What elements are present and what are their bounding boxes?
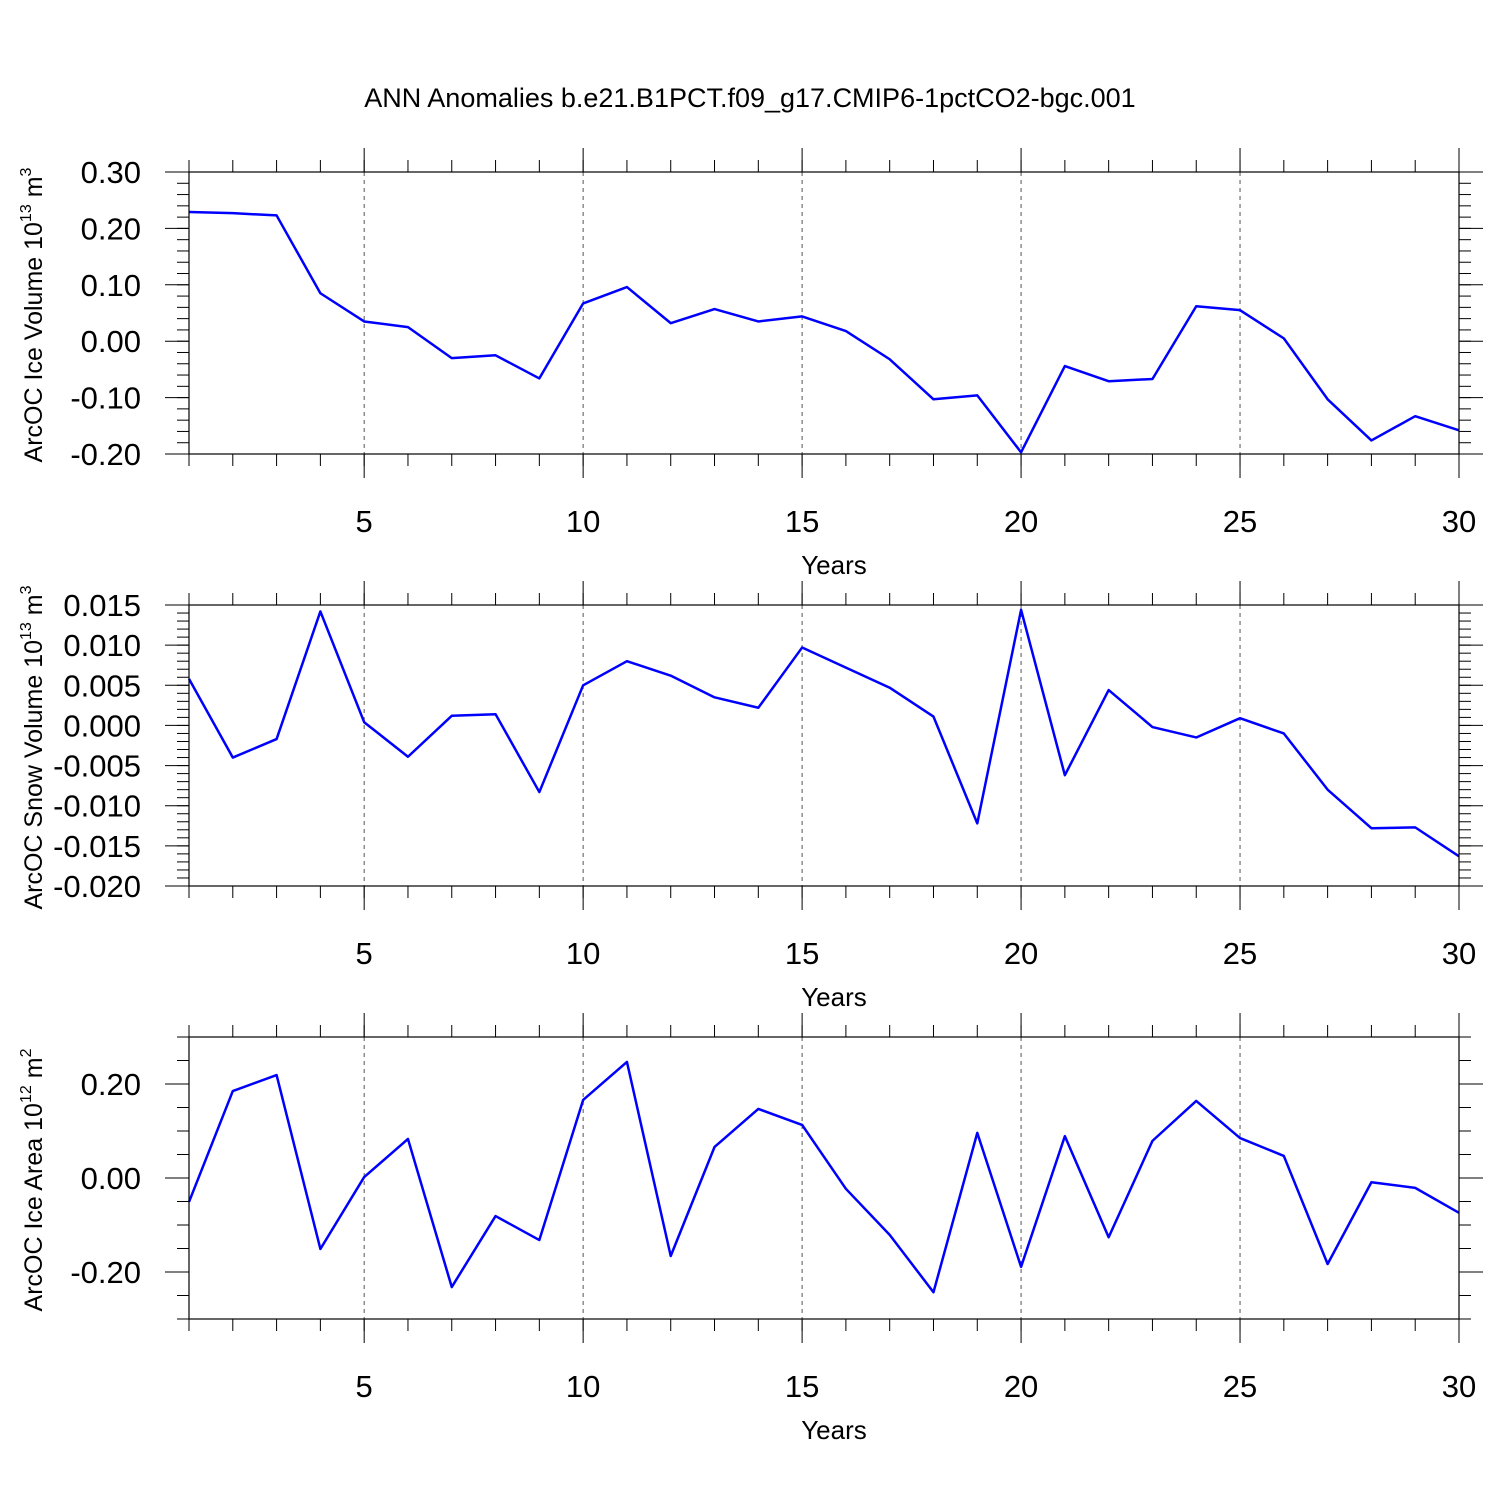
data-line [187, 1060, 1460, 1294]
y-axis-title-unit: m [20, 1057, 48, 1078]
x-tick-label: 25 [1223, 504, 1257, 539]
plot-frame [188, 171, 1460, 455]
y-axis-title: ArcOC Snow Volume 1013 m3 [18, 585, 48, 909]
y-tick-label: -0.20 [70, 437, 141, 472]
plot-frame [188, 1036, 1460, 1320]
y-tick-label: -0.10 [70, 381, 141, 416]
x-tick-label: 25 [1223, 936, 1257, 971]
y-tick-label: -0.015 [53, 829, 141, 864]
y-tick-label: 0.010 [63, 628, 141, 663]
y-axis-title-exponent: 13 [18, 622, 35, 640]
y-tick-label: -0.005 [53, 749, 141, 784]
y-tick-label: -0.020 [53, 869, 141, 904]
panel: 5 10 15 20 25 30 -0.20 0.00 0.20 Years ArcOC Ice A… [18, 1013, 1483, 1445]
x-tick-label: 30 [1442, 1369, 1476, 1404]
x-axis-title: Years [801, 550, 867, 580]
data-line [187, 608, 1460, 858]
x-tick-label: 30 [1442, 936, 1476, 971]
y-axis-title-unit-exponent: 3 [18, 167, 35, 176]
x-tick-label: 15 [785, 504, 819, 539]
x-axis-title: Years [801, 982, 867, 1012]
figure-title: ANN Anomalies b.e21.B1PCT.f09_g17.CMIP6-… [364, 83, 1135, 113]
y-tick-label: 0.30 [81, 155, 141, 190]
y-axis-title-text: ArcOC Ice Area 10 [20, 1103, 48, 1311]
x-tick-label: 10 [566, 1369, 600, 1404]
y-tick-label: 0.00 [81, 1161, 141, 1196]
x-tick-label: 5 [356, 1369, 373, 1404]
y-tick-label: 0.000 [63, 708, 141, 743]
x-tick-label: 10 [566, 936, 600, 971]
y-tick-label: 0.20 [81, 1067, 141, 1102]
y-tick-label: 0.015 [63, 588, 141, 623]
x-tick-label: 20 [1004, 936, 1038, 971]
y-tick-label: 0.00 [81, 324, 141, 359]
y-tick-label: -0.010 [53, 789, 141, 824]
y-axis-title-unit-exponent: 3 [18, 585, 35, 594]
panel: 5 10 15 20 25 30 -0.20 -0.10 0.00 0.10 0.20 0.30 Yea… [18, 148, 1483, 580]
data-line [188, 210, 1460, 454]
x-tick-label: 15 [785, 936, 819, 971]
y-axis-title-text: ArcOC Ice Volume 10 [20, 222, 48, 462]
x-tick-label: 20 [1004, 504, 1038, 539]
x-tick-label: 5 [356, 936, 373, 971]
y-axis-title: ArcOC Ice Volume 1013 m3 [18, 167, 48, 462]
y-axis-title-unit-exponent: 2 [18, 1048, 35, 1057]
x-tick-label: 5 [356, 504, 373, 539]
y-axis-title-unit: m [20, 594, 48, 615]
plot-frame [188, 604, 1460, 887]
y-axis-title: ArcOC Ice Area 1012 m2 [18, 1048, 48, 1311]
y-tick-label: 0.005 [63, 668, 141, 703]
panel: 5 10 15 20 25 30 -0.020 -0.015 -0.010 -0.005 0.000… [18, 581, 1483, 1012]
y-axis-title-exponent: 13 [18, 204, 35, 222]
x-tick-label: 20 [1004, 1369, 1038, 1404]
y-axis-title-exponent: 12 [18, 1085, 35, 1103]
y-tick-label: 0.10 [81, 268, 141, 303]
x-tick-label: 15 [785, 1369, 819, 1404]
y-tick-label: -0.20 [70, 1255, 141, 1290]
x-tick-label: 30 [1442, 504, 1476, 539]
y-axis-title-unit: m [20, 176, 48, 197]
y-axis-title-text: ArcOC Snow Volume 10 [20, 640, 48, 910]
x-tick-label: 10 [566, 504, 600, 539]
y-tick-label: 0.20 [81, 211, 141, 246]
x-axis-title: Years [801, 1415, 867, 1445]
x-tick-label: 25 [1223, 1369, 1257, 1404]
